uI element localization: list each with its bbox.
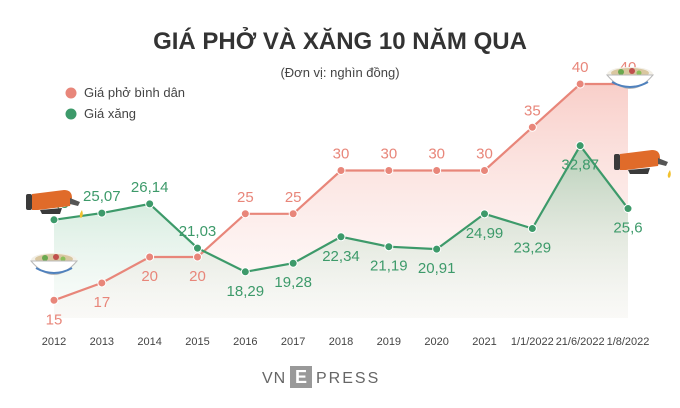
- point-xang-9: [480, 209, 489, 219]
- point-xang-11: [575, 141, 585, 151]
- x-tick-label: 2016: [233, 336, 257, 348]
- label-xang-5: 19,28: [274, 274, 312, 291]
- fuel-nozzle-icon: [614, 150, 671, 178]
- point-pho-0: [49, 295, 59, 305]
- x-tick-label: 2021: [472, 336, 496, 348]
- label-pho-0: 15: [46, 311, 63, 328]
- label-pho-11: 40: [572, 59, 589, 76]
- label-xang-7: 21,19: [370, 258, 408, 275]
- point-xang-0: [49, 215, 59, 225]
- area-xang: [54, 145, 628, 318]
- point-xang-5: [288, 258, 298, 268]
- pho-bowl-icon: [605, 67, 655, 89]
- brand-vn-text: VN: [262, 370, 286, 387]
- label-pho-10: 35: [524, 102, 541, 119]
- pho-bowl-icon: [29, 253, 79, 275]
- point-pho-11: [575, 79, 585, 89]
- label-pho-4: 25: [237, 189, 254, 206]
- point-pho-10: [527, 122, 537, 132]
- label-pho-7: 30: [380, 146, 397, 163]
- point-pho-4: [240, 209, 250, 219]
- point-xang-10: [527, 224, 537, 234]
- point-pho-6: [336, 166, 346, 175]
- legend-label-xang: Giá xăng: [84, 106, 136, 121]
- label-pho-1: 17: [93, 294, 110, 311]
- point-pho-8: [432, 166, 442, 175]
- legend-label-pho: Giá phở bình dân: [84, 85, 185, 100]
- x-tick-label: 2012: [42, 336, 66, 348]
- point-xang-4: [240, 267, 250, 277]
- vnexpress-logo: VN E PRESS: [262, 366, 380, 388]
- point-xang-6: [336, 232, 346, 242]
- label-pho-8: 30: [428, 146, 445, 163]
- point-xang-12: [623, 204, 633, 214]
- fuel-nozzle-icon: [26, 190, 83, 218]
- label-xang-6: 22,34: [322, 248, 360, 265]
- x-tick-label: 2020: [424, 336, 448, 348]
- label-pho-2: 20: [141, 268, 158, 285]
- x-tick-label: 2014: [137, 336, 161, 348]
- x-tick-label: 2019: [377, 336, 401, 348]
- point-pho-2: [145, 252, 155, 262]
- x-tick-label: 2017: [281, 336, 305, 348]
- x-tick-label: 2015: [185, 336, 209, 348]
- point-xang-7: [384, 242, 394, 252]
- point-pho-5: [288, 209, 298, 219]
- point-xang-8: [432, 244, 442, 254]
- point-xang-3: [193, 243, 202, 253]
- label-xang-9: 24,99: [466, 225, 504, 242]
- point-xang-1: [97, 208, 107, 218]
- svg-text:E: E: [295, 367, 307, 387]
- x-tick-label: 21/6/2022: [556, 336, 605, 348]
- label-pho-9: 30: [476, 146, 493, 163]
- point-pho-1: [97, 278, 107, 288]
- legend-marker-pho: [65, 87, 77, 99]
- legend: Giá phở bình dân Giá xăng: [65, 85, 185, 121]
- label-pho-3: 20: [189, 268, 206, 285]
- chart-subtitle: (Đơn vị: nghìn đồng): [280, 65, 399, 80]
- series-points: [49, 79, 633, 305]
- label-pho-5: 25: [285, 189, 302, 206]
- point-pho-9: [480, 166, 489, 175]
- label-xang-2: 26,14: [131, 179, 169, 196]
- label-xang-11: 32,87: [561, 157, 599, 174]
- x-axis-ticks: 2012 2013 2014 2015 2016 2017 2018 2019 2020 2021…: [42, 336, 650, 348]
- x-tick-label: 2018: [329, 336, 353, 348]
- label-pho-6: 30: [333, 146, 350, 163]
- label-xang-1: 25,07: [83, 188, 121, 205]
- label-xang-3: 21,03: [179, 223, 217, 240]
- point-pho-7: [384, 166, 394, 175]
- chart-title: GIÁ PHỞ VÀ XĂNG 10 NĂM QUA: [153, 26, 527, 55]
- label-xang-10: 23,29: [514, 240, 552, 257]
- legend-marker-xang: [65, 108, 77, 120]
- point-xang-2: [145, 199, 155, 209]
- x-tick-label: 1/1/2022: [511, 336, 554, 348]
- label-xang-8: 20,91: [418, 260, 456, 277]
- brand-express-text: PRESS: [316, 370, 380, 387]
- label-xang-12: 25,6: [613, 220, 642, 237]
- x-tick-label: 1/8/2022: [607, 336, 650, 348]
- point-pho-3: [193, 252, 202, 262]
- x-tick-label: 2013: [90, 336, 114, 348]
- label-xang-4: 18,29: [227, 283, 265, 300]
